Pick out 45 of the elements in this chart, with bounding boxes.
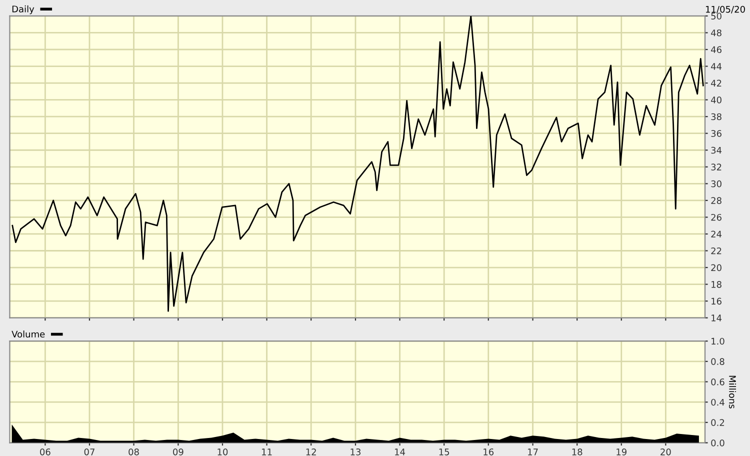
y-tick-label: 14 (712, 314, 722, 322)
x-tick-label: 16 (484, 448, 494, 456)
x-tick-label: 18 (572, 448, 582, 456)
x-tick-label: 09 (173, 448, 184, 456)
y-tick-label: 18 (712, 281, 722, 288)
y-axis-title: Millions (729, 376, 736, 408)
x-tick-label: 13 (350, 448, 361, 456)
y-tick-label: 40 (710, 96, 722, 104)
y-tick-label: 1.0 (712, 338, 724, 345)
y-tick-label: 28 (711, 197, 722, 204)
y-tick-label: 24 (711, 230, 722, 238)
y-tick-label: 0.0 (711, 440, 724, 446)
x-tick-label: 11 (262, 448, 272, 456)
y-tick-label: 48 (710, 29, 722, 36)
legend-label: Volume (12, 330, 45, 338)
y-tick-label: 16 (712, 298, 722, 305)
y-tick-label: 22 (711, 247, 722, 254)
text: 11/05/20 (706, 6, 745, 14)
line-series (12, 16, 704, 312)
y-tick-label: 0.8 (711, 358, 724, 365)
y-tick-label: 38 (711, 113, 722, 120)
x-tick-label: 19 (616, 448, 626, 456)
y-tick-label: 0.6 (711, 378, 724, 386)
y-tick-label: 0.2 (711, 419, 724, 426)
x-tick-label: 07 (84, 448, 94, 456)
y-tick-label: 42 (710, 80, 722, 86)
x-tick-label: 17 (528, 448, 538, 456)
x-tick-label: 08 (128, 448, 139, 456)
x-tick-label: 15 (439, 448, 450, 456)
x-tick-label: 14 (395, 448, 406, 456)
y-tick-label: 34 (711, 146, 722, 154)
y-tick-label: 36 (711, 130, 722, 137)
y-tick-label: 50 (711, 12, 722, 20)
y-tick-label: 32 (711, 164, 722, 170)
y-tick-label: 44 (710, 63, 722, 70)
x-tick-label: 06 (40, 448, 50, 456)
x-tick-label: 12 (306, 448, 316, 456)
y-tick-label: 30 (711, 180, 722, 188)
y-tick-label: 26 (711, 214, 722, 221)
x-tick-label: 10 (218, 448, 228, 456)
legend-label: Daily (12, 5, 34, 14)
y-tick-label: 46 (710, 46, 722, 54)
y-tick-label: 0.4 (711, 398, 724, 406)
y-tick-label: 20 (711, 264, 722, 272)
x-tick-label: 20 (660, 448, 671, 456)
